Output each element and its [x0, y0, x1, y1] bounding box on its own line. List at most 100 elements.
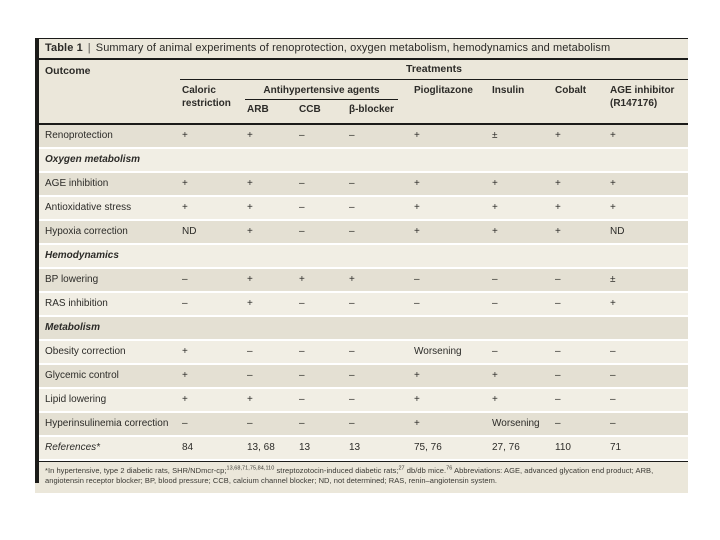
value-cell: + — [610, 298, 616, 309]
value-cell: – — [349, 226, 355, 237]
row-label: Hypoxia correction — [45, 226, 128, 237]
table-left-rule — [35, 38, 39, 483]
row-label: Antioxidative stress — [45, 202, 132, 213]
value-cell: – — [299, 130, 305, 141]
value-cell: + — [492, 370, 498, 381]
value-cell: – — [349, 298, 355, 309]
section-row: Hemodynamics — [35, 244, 688, 267]
row-label: Obesity correction — [45, 346, 126, 357]
value-cell: ± — [610, 274, 616, 285]
value-cell: + — [182, 178, 188, 189]
value-cell: – — [492, 274, 498, 285]
value-cell: + — [182, 130, 188, 141]
column-group-treatments: Treatments — [180, 63, 688, 80]
value-cell: – — [414, 298, 420, 309]
value-cell: – — [349, 418, 355, 429]
value-cell: – — [349, 130, 355, 141]
section-label: Metabolism — [45, 322, 101, 333]
value-cell: – — [555, 394, 561, 405]
value-cell: + — [414, 178, 420, 189]
value-cell: + — [610, 130, 616, 141]
header-spacer — [35, 85, 180, 117]
value-cell: + — [247, 202, 253, 213]
value-cell: – — [555, 298, 561, 309]
value-cell: 110 — [555, 442, 571, 453]
value-cell: 75, 76 — [414, 442, 442, 453]
value-cell: + — [247, 274, 253, 285]
value-cell: – — [349, 202, 355, 213]
table-row: Antioxidative stress + + – – + + + + — [35, 196, 688, 219]
table-row: Obesity correction + – – – Worsening – – – — [35, 340, 688, 363]
antihypertensive-group-label: Antihypertensive agents — [245, 85, 398, 100]
table-footnote: *In hypertensive, type 2 diabetic rats, … — [35, 460, 688, 493]
column-header-beta-blocker: β-blocker — [349, 104, 395, 115]
table-number: Table 1 — [45, 42, 83, 54]
value-cell: + — [555, 130, 561, 141]
value-cell: – — [299, 178, 305, 189]
section-label: Oxygen metabolism — [45, 154, 141, 165]
value-cell: – — [247, 370, 253, 381]
value-cell: + — [349, 274, 355, 285]
value-cell: + — [247, 394, 253, 405]
value-cell: – — [492, 298, 498, 309]
value-cell: Worsening — [414, 346, 462, 357]
column-header-insulin: Insulin — [492, 85, 525, 96]
value-cell: – — [182, 274, 188, 285]
footnote-superscript: 13,68,71,75,84,110 — [226, 465, 275, 471]
value-cell: – — [182, 298, 188, 309]
row-label: AGE inhibition — [45, 178, 109, 189]
column-group-antihypertensive: Antihypertensive agents ARB CCB β-blocke… — [245, 85, 412, 117]
value-cell: + — [610, 202, 616, 213]
value-cell: + — [414, 130, 420, 141]
row-label: Renoprotection — [45, 130, 113, 141]
column-header-ccb: CCB — [299, 104, 321, 115]
value-cell: + — [555, 202, 561, 213]
value-cell: + — [247, 298, 253, 309]
value-cell: + — [414, 418, 420, 429]
value-cell: + — [414, 370, 420, 381]
table-row: Hypoxia correction ND + – – + + + ND — [35, 220, 688, 243]
value-cell: – — [555, 346, 561, 357]
value-cell: – — [555, 370, 561, 381]
row-label: BP lowering — [45, 274, 99, 285]
value-cell: + — [555, 226, 561, 237]
column-header-arb: ARB — [247, 104, 269, 115]
value-cell: ND — [182, 226, 197, 237]
section-row: Metabolism — [35, 316, 688, 339]
header-top-row: Outcome Treatments — [35, 63, 688, 80]
value-cell: – — [610, 346, 616, 357]
value-cell: + — [247, 178, 253, 189]
table-row: Renoprotection + + – – + ± + + — [35, 124, 688, 147]
value-cell: – — [247, 418, 253, 429]
value-cell: – — [610, 370, 616, 381]
value-cell: – — [492, 346, 498, 357]
row-label: References* — [45, 442, 101, 453]
footnote-superscript: 27 — [398, 465, 405, 471]
table-row: BP lowering – + + + – – – ± — [35, 268, 688, 291]
value-cell: – — [299, 394, 305, 405]
column-header-pioglitazone: Pioglitazone — [414, 85, 473, 96]
table-1: Table 1 | Summary of animal experiments of… — [35, 38, 688, 493]
value-cell: 27, 76 — [492, 442, 520, 453]
footnote-superscript: 76 — [446, 465, 453, 471]
value-cell: – — [555, 418, 561, 429]
value-cell: + — [492, 394, 498, 405]
table-body: Renoprotection + + – – + ± + + Oxygen metabolism A… — [35, 124, 688, 459]
row-label: RAS inhibition — [45, 298, 108, 309]
value-cell: – — [299, 346, 305, 357]
value-cell: + — [182, 202, 188, 213]
value-cell: + — [492, 226, 498, 237]
table-row: RAS inhibition – + – – – – – + — [35, 292, 688, 315]
value-cell: + — [299, 274, 305, 285]
value-cell: – — [414, 274, 420, 285]
value-cell: + — [610, 178, 616, 189]
value-cell: + — [414, 202, 420, 213]
value-cell: – — [610, 394, 616, 405]
value-cell: – — [299, 370, 305, 381]
value-cell: – — [182, 418, 188, 429]
table-row: AGE inhibition + + – – + + + + — [35, 172, 688, 195]
table-row: Hyperinsulinemia correction – – – – + Worsenin… — [35, 412, 688, 435]
value-cell: ± — [492, 130, 498, 141]
title-separator: | — [87, 42, 91, 54]
